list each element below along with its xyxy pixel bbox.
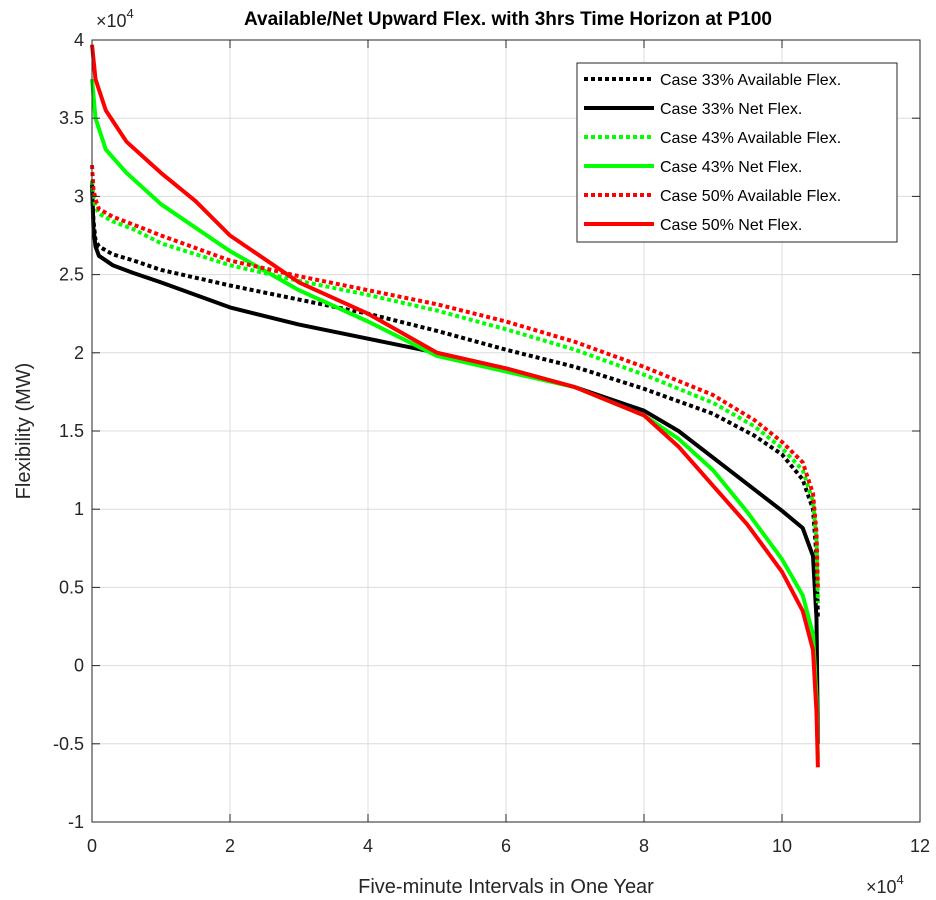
y-tick-label: 4 — [74, 30, 84, 50]
legend-label: Case 43% Net Flex. — [660, 159, 802, 176]
legend-label: Case 50% Available Flex. — [660, 188, 841, 205]
x-tick-label: 4 — [363, 836, 373, 856]
y-tick-label: 1.5 — [59, 421, 84, 441]
y-tick-label: 2.5 — [59, 265, 84, 285]
x-multiplier-base: ×10 — [866, 877, 897, 897]
series-line — [90, 44, 820, 768]
legend-label: Case 43% Available Flex. — [660, 130, 841, 147]
y-axis-label: Flexibility (MW) — [13, 363, 35, 500]
x-tick-label: 6 — [501, 836, 511, 856]
series-line — [90, 78, 820, 760]
y-tick-label: -1 — [68, 812, 84, 832]
y-multiplier: ×104 — [96, 6, 134, 31]
legend-label: Case 33% Available Flex. — [660, 72, 841, 89]
legend-label: Case 50% Net Flex. — [660, 217, 802, 234]
y-multiplier-base: ×10 — [96, 11, 127, 31]
legend-label: Case 33% Net Flex. — [660, 101, 802, 118]
y-tick-label: 3.5 — [59, 108, 84, 128]
series-line — [90, 180, 820, 619]
series-line — [90, 180, 820, 604]
x-tick-label: 0 — [87, 836, 97, 856]
x-tick-label: 10 — [772, 836, 792, 856]
series-line — [90, 164, 820, 588]
x-tick-label: 8 — [639, 836, 649, 856]
x-tick-label: 2 — [225, 836, 235, 856]
x-multiplier: ×104 — [866, 872, 904, 897]
x-tick-label: 12 — [910, 836, 930, 856]
series-line — [90, 180, 820, 744]
x-multiplier-exp: 4 — [897, 872, 904, 887]
x-axis-label: Five-minute Intervals in One Year — [358, 876, 654, 898]
y-tick-label: 0 — [74, 656, 84, 676]
axis-ticks: 0 2 4 6 8 10 12 -1 -0.5 0 0.5 1 1.5 2 2.5 3 3.5 4 — [53, 30, 930, 856]
y-tick-label: 1 — [74, 499, 84, 519]
series-lines — [90, 44, 820, 768]
y-tick-label: 3 — [74, 186, 84, 206]
y-multiplier-exp: 4 — [127, 6, 134, 21]
y-tick-label: -0.5 — [53, 734, 84, 754]
legend-box — [576, 62, 898, 243]
legend: Case 33% Available Flex. Case 33% Net Fle… — [576, 62, 898, 243]
chart-title: Available/Net Upward Flex. with 3hrs Tim… — [244, 9, 772, 30]
y-tick-label: 2 — [74, 343, 84, 363]
y-tick-label: 0.5 — [59, 577, 84, 597]
